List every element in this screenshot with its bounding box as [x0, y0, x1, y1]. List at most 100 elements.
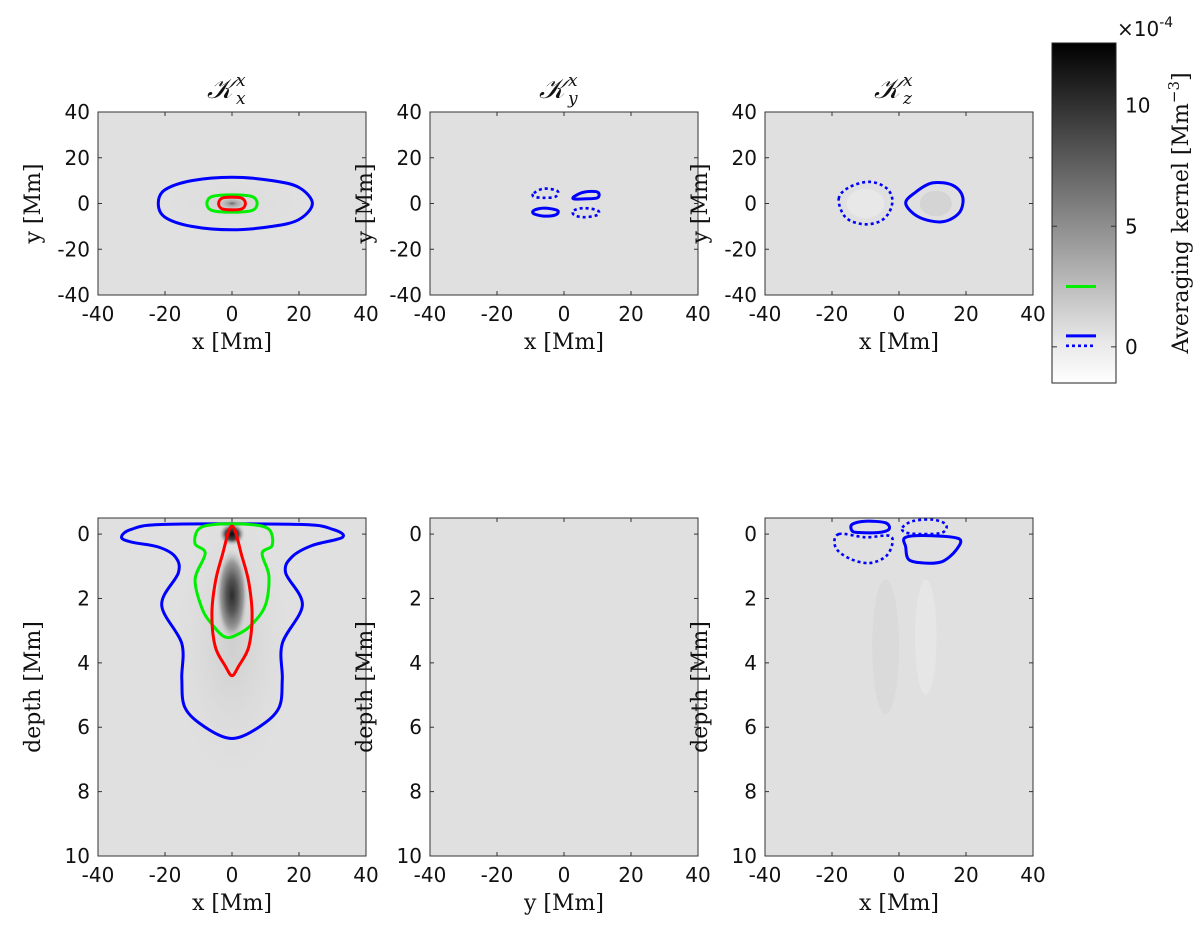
kernel-core	[215, 547, 249, 643]
y-tick-label: 6	[77, 715, 90, 739]
x-tick-label: 40	[353, 302, 378, 326]
contour-positive	[193, 522, 275, 640]
panel-title-sub: y	[567, 89, 578, 109]
contour-positive	[205, 193, 259, 214]
y-tick-label: 8	[77, 780, 90, 804]
kernel-lobe	[915, 579, 937, 695]
y-axis-label: depth [Mm]	[21, 621, 46, 753]
y-tick-label: 4	[744, 651, 757, 675]
y-axis-label: y [Mm]	[21, 164, 46, 245]
x-tick-label: 20	[286, 302, 311, 326]
colorbar-gradient	[1051, 42, 1117, 384]
y-tick-label: 10	[65, 844, 90, 868]
panel-bottom-left: -40 -20 0 20 40 0 2 4 6 8 10 x [Mm] depth [Mm]	[21, 517, 379, 916]
panel-title-sub: z	[902, 89, 913, 109]
x-tick-label: 40	[685, 863, 710, 887]
contour-positive	[217, 195, 247, 212]
contour-negative	[531, 187, 560, 200]
y-tick-label: 4	[409, 651, 422, 675]
y-tick-label: 0	[744, 522, 757, 546]
y-axis-label: y [Mm]	[688, 164, 713, 245]
y-tick-label: -20	[724, 237, 757, 261]
x-tick-label: -40	[82, 863, 115, 887]
y-axis-label: y [Mm]	[353, 164, 378, 245]
x-tick-label: -40	[82, 302, 115, 326]
x-tick-label: 20	[618, 302, 643, 326]
x-tick-label: 40	[1020, 863, 1045, 887]
x-tick-label: 0	[893, 302, 906, 326]
kernel-halo	[165, 518, 299, 799]
x-tick-label: 0	[558, 302, 571, 326]
x-tick-label: 40	[353, 863, 378, 887]
y-tick-label: 10	[732, 844, 757, 868]
contour-positive	[210, 524, 254, 678]
x-tick-label: -20	[149, 302, 182, 326]
y-axis-label: depth [Mm]	[688, 621, 713, 753]
x-tick-label: 0	[226, 302, 239, 326]
y-tick-label: 0	[409, 522, 422, 546]
x-tick-label: -20	[481, 302, 514, 326]
x-tick-label: -40	[414, 863, 447, 887]
colorbar: 10 5 0 ×10-4 Averaging kernel [Mm−3]	[1051, 15, 1194, 384]
panel-title-sup: x	[568, 71, 578, 91]
x-tick-label: 20	[286, 863, 311, 887]
contour-positive	[120, 522, 345, 740]
y-axis-label: depth [Mm]	[353, 621, 378, 753]
y-tick-label: 20	[397, 146, 422, 170]
x-tick-label: 0	[226, 863, 239, 887]
contour-positive	[849, 519, 891, 535]
colorbar-label: Averaging kernel [Mm−3]	[1165, 72, 1194, 354]
x-axis-label: x [Mm]	[524, 330, 604, 355]
heatmap-background	[430, 518, 698, 856]
x-tick-label: 40	[685, 302, 710, 326]
y-tick-label: 2	[409, 586, 422, 610]
y-tick-label: -40	[389, 283, 422, 307]
y-tick-label: 0	[409, 192, 422, 216]
x-tick-label: -20	[149, 863, 182, 887]
y-tick-label: 2	[744, 586, 757, 610]
heatmap-field	[846, 188, 952, 219]
panel-bottom-right: -40 -20 0 20 40 0 2 4 6 8 10 x [Mm] depth [Mm]	[688, 517, 1046, 916]
contour-positive	[902, 534, 963, 565]
x-axis-label: x [Mm]	[192, 330, 272, 355]
panel-title-sup: x	[903, 71, 913, 91]
x-tick-label: -40	[749, 863, 782, 887]
y-tick-label: 8	[744, 780, 757, 804]
x-tick-label: 20	[618, 863, 643, 887]
y-tick-label: -40	[57, 283, 90, 307]
x-axis-label: x [Mm]	[859, 891, 939, 916]
y-tick-label: -20	[57, 237, 90, 261]
colorbar-tick-label: 0	[1125, 335, 1138, 359]
contour-positive	[571, 189, 601, 201]
x-axis-label: y [Mm]	[523, 891, 604, 916]
panel-title-sub: x	[236, 89, 246, 109]
contour-negative	[837, 180, 894, 226]
contour-negative	[833, 532, 894, 565]
y-tick-label: -20	[389, 237, 422, 261]
heatmap-field	[156, 170, 308, 237]
contour-positive	[156, 175, 314, 232]
x-tick-label: 0	[558, 863, 571, 887]
x-tick-label: -20	[481, 863, 514, 887]
y-tick-label: 40	[732, 100, 757, 124]
x-tick-label: -40	[749, 302, 782, 326]
y-tick-label: 20	[732, 146, 757, 170]
x-tick-label: -20	[816, 863, 849, 887]
panel-title-sup: x	[236, 71, 246, 91]
y-tick-label: 20	[65, 146, 90, 170]
x-tick-label: 20	[953, 863, 978, 887]
x-axis-label: x [Mm]	[192, 891, 272, 916]
x-axis-label: x [Mm]	[859, 330, 939, 355]
x-tick-label: 0	[893, 863, 906, 887]
colorbar-multiplier: ×10-4	[1117, 15, 1173, 41]
y-tick-label: 10	[397, 844, 422, 868]
contour-negative	[900, 518, 948, 536]
y-tick-label: 0	[77, 522, 90, 546]
heatmap-background	[430, 112, 698, 295]
kernel-lobe	[919, 190, 952, 217]
contour-positive	[531, 206, 560, 218]
y-tick-label: 0	[77, 192, 90, 216]
kernel-lobe	[846, 188, 885, 219]
